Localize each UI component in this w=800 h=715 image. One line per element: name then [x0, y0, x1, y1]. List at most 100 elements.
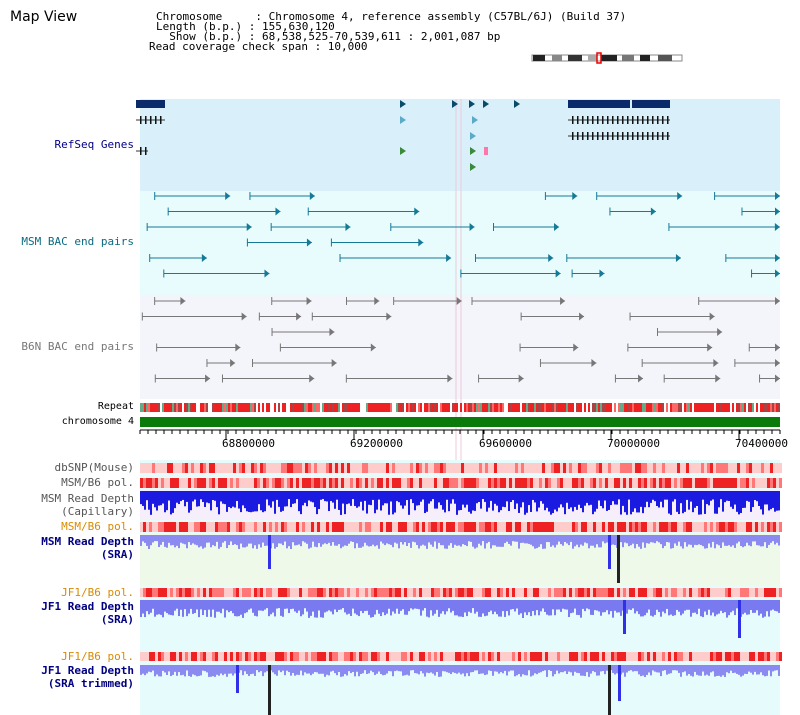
- msm-capillary-depth-bar: [616, 491, 618, 505]
- jf1-pol-heat-cell: [335, 588, 338, 597]
- msm-sra-depth-bar: [236, 535, 238, 546]
- msm-sra-depth-bar: [494, 535, 496, 546]
- jf1-sra-depth-bar: [268, 600, 270, 617]
- jf1-trim-depth-bar: [412, 665, 414, 671]
- jf1-pol-trim-heat-cell: [719, 652, 722, 661]
- repeat-segment: [162, 403, 164, 412]
- jf1-sra-depth-bar: [158, 600, 160, 615]
- repeat-segment: [476, 403, 478, 412]
- msm-capillary-depth-bar: [286, 491, 288, 507]
- dbsnp-label[interactable]: dbSNP(Mouse): [54, 461, 134, 474]
- msm-capillary-depth-bar: [462, 491, 464, 505]
- jf1-b6-pol-trimmed-label[interactable]: JF1/B6 pol.: [61, 650, 134, 663]
- jf1-b6-pol-label[interactable]: JF1/B6 pol.: [61, 586, 134, 599]
- msm-capillary-depth-bar: [270, 491, 272, 508]
- chromosome-ideogram[interactable]: [530, 52, 685, 64]
- jf1-pol-trim-heat-cell: [500, 652, 503, 661]
- msm-pol-sra-heat-cell: [566, 522, 569, 532]
- msm-sra-depth-bar: [476, 535, 478, 548]
- msm-pol-sra-heat-cell: [377, 522, 380, 532]
- repeat-segment: [384, 403, 386, 412]
- jf1-pol-heat-cell: [623, 588, 626, 597]
- jf1-sra-depth-bar: [608, 600, 610, 615]
- msm-read-depth-capillary-label[interactable]: MSM Read Depth: [41, 492, 134, 505]
- repeat-segment: [738, 403, 740, 412]
- msm-pol-heat-cell: [773, 478, 776, 488]
- chromosome-track-label[interactable]: chromosome 4: [61, 416, 134, 427]
- jf1-read-depth-trimmed-label[interactable]: JF1 Read Depth: [41, 664, 134, 677]
- repeat-label[interactable]: Repeat: [97, 401, 134, 412]
- jf1-trim-depth-bar: [300, 665, 302, 671]
- jf1-trim-depth-bar: [282, 665, 284, 671]
- jf1-sra-depth-bar: [194, 600, 196, 614]
- refseq-gene-block: [136, 100, 165, 108]
- msm-bac-label[interactable]: MSM BAC end pairs: [21, 235, 134, 248]
- msm-capillary-depth-bar: [640, 491, 642, 507]
- msm-b6-pol-sra-label[interactable]: MSM/B6 pol.: [61, 520, 134, 533]
- repeat-segment: [562, 403, 564, 412]
- refseq-genes-label[interactable]: RefSeq Genes: [54, 138, 134, 151]
- msm-capillary-depth-bar: [526, 491, 528, 513]
- dbsnp-heat-cell: [227, 463, 230, 473]
- repeat-segment: [700, 403, 702, 412]
- jf1-trim-depth-bar: [506, 665, 508, 676]
- msm-sra-depth-bar: [748, 535, 750, 546]
- jf1-sra-depth-bar: [578, 600, 580, 616]
- msm-sra-depth-bar: [234, 535, 236, 545]
- dbsnp-heat-cell: [761, 463, 764, 473]
- jf1-trim-depth-bar: [140, 665, 142, 675]
- jf1-trim-depth-bar: [152, 665, 154, 671]
- msm-sra-depth-bar: [774, 535, 776, 545]
- jf1-pol-heat-cell: [719, 588, 722, 597]
- jf1-pol-trim-heat-cell: [173, 652, 176, 661]
- dbsnp-heat-cell: [569, 463, 572, 473]
- msm-capillary-depth-bar: [498, 491, 500, 513]
- msm-sra-depth-bar: [284, 535, 286, 542]
- msm-read-depth-sra-label[interactable]: MSM Read Depth: [41, 535, 134, 548]
- jf1-trim-depth-bar: [382, 665, 384, 676]
- refseq-exon-mark: [657, 116, 659, 124]
- dbsnp-heat-cell: [356, 463, 359, 473]
- msm-capillary-depth-bar: [402, 491, 404, 509]
- jf1-read-depth-sra-label[interactable]: JF1 Read Depth: [41, 600, 134, 613]
- jf1-sra-depth-bar: [294, 600, 296, 612]
- repeat-segment: [284, 403, 286, 412]
- msm-pol-heat-cell: [257, 478, 260, 488]
- b6n-bac-label[interactable]: B6N BAC end pairs: [21, 340, 134, 353]
- msm-capillary-depth-bar: [318, 491, 320, 510]
- page-title: Map View: [10, 9, 78, 25]
- dbsnp-heat-cell: [323, 463, 326, 473]
- jf1-sra-depth-bar: [778, 600, 780, 613]
- msm-pol-sra-heat-cell: [422, 522, 425, 532]
- jf1-pol-trim-heat-cell: [191, 652, 194, 661]
- jf1-sra-depth-bar: [632, 600, 634, 609]
- msm-pol-heat-cell: [140, 478, 143, 488]
- jf1-trim-depth-bar: [398, 665, 400, 672]
- repeat-segment: [746, 403, 748, 412]
- jf1-trim-depth-bar: [336, 665, 338, 676]
- msm-capillary-depth-bar: [156, 491, 158, 511]
- jf1-pol-heat-cell: [599, 588, 602, 597]
- jf1-pol-heat-cell: [626, 588, 629, 597]
- repeat-segment: [508, 403, 510, 412]
- repeat-segment: [280, 403, 282, 412]
- msm-sra-depth-bar: [602, 535, 604, 542]
- jf1-sra-depth-bar: [518, 600, 520, 615]
- refseq-gene-marker: [469, 100, 475, 108]
- repeat-segment: [188, 403, 190, 412]
- jf1-sra-depth-bar: [516, 600, 518, 609]
- msm-pol-heat-cell: [539, 478, 542, 488]
- jf1-sra-depth-bar: [376, 600, 378, 610]
- msm-capillary-depth-bar: [628, 491, 630, 500]
- dbsnp-heat-cell: [611, 463, 614, 473]
- msm-pol-heat-cell: [308, 478, 311, 488]
- b6n-bac-end-arrow: [775, 297, 780, 305]
- refseq-gene-marker: [472, 116, 478, 124]
- msm-pol-sra-heat-cell: [344, 522, 347, 532]
- msm-b6-pol-label[interactable]: MSM/B6 pol.: [61, 476, 134, 489]
- msm-sra-depth-bar: [296, 535, 298, 546]
- jf1-pol-trim-heat-cell: [164, 652, 167, 661]
- jf1-sra-depth-bar: [656, 600, 658, 610]
- msm-capillary-depth-bar: [258, 491, 260, 505]
